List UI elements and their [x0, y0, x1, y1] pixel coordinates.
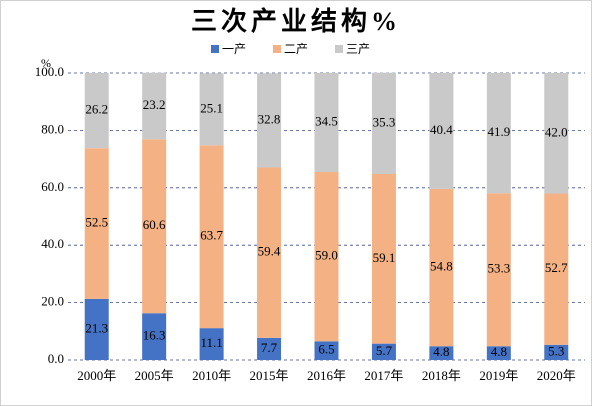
x-tick-label: 2010年 [192, 368, 231, 383]
y-tick-label: 20.0 [41, 294, 64, 309]
x-tick-label: 2016年 [307, 368, 346, 383]
y-unit: % [41, 56, 51, 70]
data-label: 5.7 [376, 343, 393, 358]
y-tick-label: 40.0 [41, 236, 64, 251]
bar-segment [429, 346, 454, 360]
data-label: 7.7 [261, 340, 278, 355]
bar-segment [142, 72, 167, 140]
bar-segment [486, 346, 511, 360]
data-label: 52.5 [85, 215, 108, 230]
bar-segment [371, 343, 396, 360]
data-label: 6.5 [318, 342, 334, 357]
data-label: 40.4 [430, 122, 453, 137]
x-tick-label: 2017年 [364, 368, 403, 383]
bar-segment [429, 73, 454, 189]
data-label: 59.4 [258, 244, 281, 259]
bar-segment [199, 145, 224, 329]
legend-swatch [335, 45, 343, 53]
data-label: 32.8 [258, 111, 281, 126]
y-tick-label: 80.0 [41, 121, 64, 136]
legend-swatch [273, 45, 281, 53]
legend-label: 二产 [284, 42, 308, 56]
bar-segment [199, 73, 224, 146]
data-label: 11.1 [200, 335, 222, 350]
legend-swatch [211, 45, 219, 53]
data-label: 41.9 [487, 124, 510, 139]
x-tick-label: 2005年 [135, 368, 174, 383]
data-label: 59.0 [315, 248, 338, 263]
bar-segment [84, 73, 109, 149]
x-tick-label: 2000年 [77, 368, 116, 383]
data-label: 5.3 [548, 343, 564, 358]
bar-segment [314, 73, 339, 173]
data-label: 59.1 [373, 250, 396, 265]
x-tick-label: 2019年 [479, 368, 518, 383]
data-label: 53.3 [487, 261, 510, 276]
data-label: 35.3 [373, 114, 396, 129]
y-tick-label: 0.0 [48, 351, 64, 366]
y-tick-label: 100.0 [35, 64, 64, 79]
data-label: 4.8 [491, 344, 507, 359]
bar-segment [257, 337, 282, 360]
bar-segment [142, 313, 167, 360]
data-label: 21.3 [85, 320, 108, 335]
data-label: 25.1 [200, 100, 223, 115]
data-label: 16.3 [143, 328, 166, 343]
bar-segment [142, 139, 167, 314]
y-tick-label: 60.0 [41, 179, 64, 194]
x-tick-label: 2015年 [250, 368, 289, 383]
bar-segment [257, 167, 282, 338]
data-label: 4.8 [433, 344, 449, 359]
data-label: 26.2 [85, 102, 108, 117]
bar-segment [199, 328, 224, 360]
x-tick-label: 2018年 [422, 368, 461, 383]
bar-segment [371, 72, 396, 175]
bar-segment [486, 193, 511, 347]
bar-segment [84, 148, 109, 299]
bar-segment [486, 73, 511, 194]
legend-label: 一产 [222, 42, 246, 56]
bar-segment [544, 73, 569, 194]
chart-title: 三次产业结构% [191, 7, 401, 36]
bar-segment [84, 298, 109, 360]
data-label: 63.7 [200, 228, 223, 243]
bar-segment [544, 193, 569, 345]
legend-label: 三产 [346, 42, 370, 56]
bar-segment [371, 174, 396, 344]
bar-segment [429, 188, 454, 347]
bar-segment [544, 344, 569, 360]
data-label: 23.2 [143, 97, 166, 112]
x-tick-label: 2020年 [537, 368, 576, 383]
bar-segment [314, 172, 339, 342]
data-label: 54.8 [430, 259, 453, 274]
data-label: 42.0 [545, 124, 568, 139]
data-label: 52.7 [545, 260, 568, 275]
data-label: 34.5 [315, 113, 338, 128]
bar-segment [257, 73, 282, 168]
data-label: 60.6 [143, 217, 166, 232]
bar-segment [314, 341, 339, 360]
